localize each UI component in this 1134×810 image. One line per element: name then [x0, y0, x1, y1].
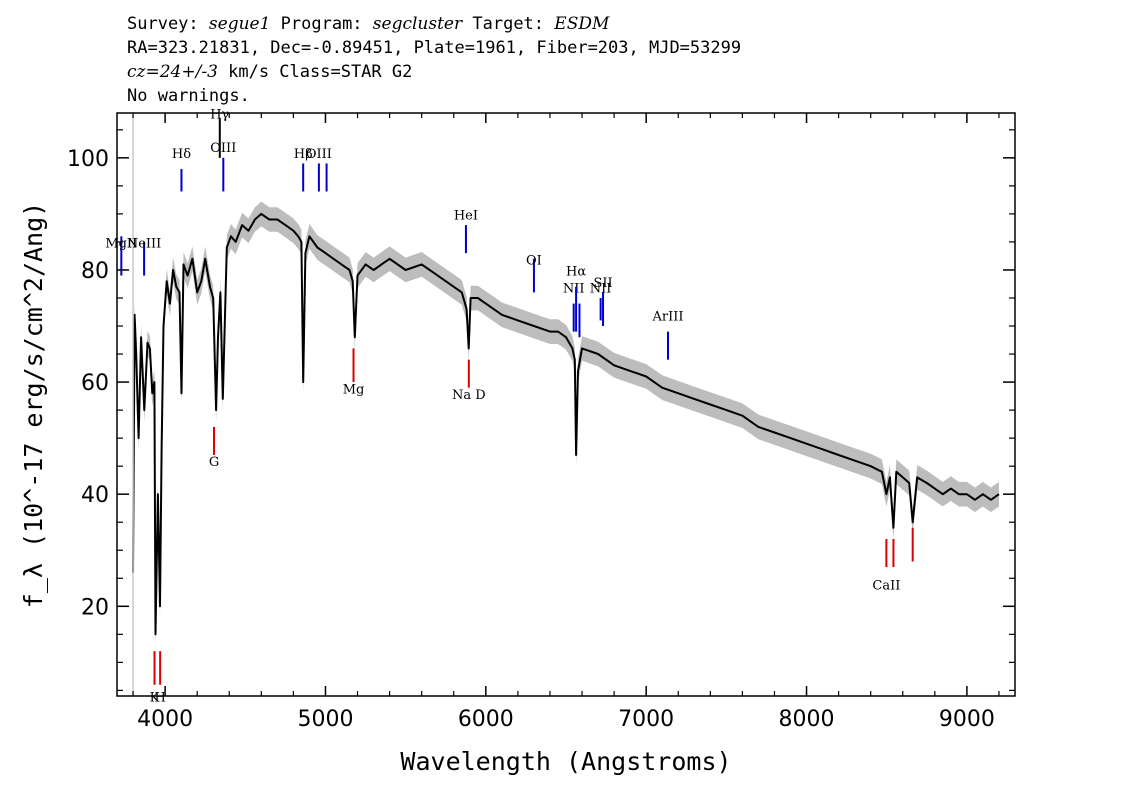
- y-tick-label-2: 60: [81, 371, 109, 396]
- spectrum-line: [132, 212, 1000, 636]
- x-tick-label-4: 8000: [779, 707, 835, 732]
- x-tick-label-2: 6000: [458, 707, 514, 732]
- line-marker-label-21: CaII: [872, 578, 900, 593]
- line-marker-label-11: Hα: [566, 265, 586, 280]
- y-tick-label-1: 40: [81, 483, 109, 508]
- x-tick-label-0: 4000: [137, 707, 193, 732]
- y-tick-label-3: 80: [81, 259, 109, 284]
- line-marker-label-15: ArIII: [651, 309, 683, 324]
- header-line-2: RA=323.21831, Dec=-0.89451, Plate=1961, …: [127, 38, 742, 58]
- x-tick-label-1: 5000: [297, 707, 353, 732]
- line-marker-label-0: MgII: [105, 237, 137, 252]
- line-marker-label-3: Hγ: [210, 108, 229, 123]
- line-marker-label-6: OIII: [306, 147, 332, 162]
- line-marker-label-19: Mg: [343, 382, 365, 397]
- line-marker-label-5: Hβ: [294, 147, 313, 162]
- line-marker-label-14: SII: [593, 276, 612, 291]
- line-marker-label-10: NII: [563, 281, 585, 296]
- line-marker-label-16: K: [150, 691, 160, 706]
- line-marker-label-8: HeI: [454, 209, 478, 224]
- class-info: km/s Class=STAR G2: [217, 62, 413, 82]
- x-axis-title: Wavelength (Angstroms): [400, 747, 731, 776]
- target-label: Target:: [472, 14, 545, 34]
- target-value: ESDM: [554, 14, 610, 34]
- program-value: segcluster: [372, 14, 463, 34]
- line-marker-label-9: OI: [526, 253, 542, 268]
- survey-label: Survey:: [127, 14, 199, 34]
- spectrum-layer: [132, 115, 1000, 696]
- redshift-value: cz=24+/-3: [127, 62, 218, 82]
- x-tick-label-3: 7000: [618, 707, 674, 732]
- plot-frame: [116, 112, 1016, 697]
- line-marker-label-1: NeIII: [127, 237, 161, 252]
- header-line-3: cz=24+/-3 km/s Class=STAR G2: [127, 62, 412, 82]
- survey-value: segue1: [208, 14, 271, 34]
- program-label: Program:: [280, 14, 363, 34]
- tick-layer: 4000 5000 6000 7000 8000 9000 20 40 60 80 100: [67, 113, 1015, 732]
- line-marker-label-17: H: [154, 691, 165, 706]
- line-marker-label-13: NII: [590, 281, 612, 296]
- line-marker-label-20: Na D: [452, 388, 486, 403]
- y-tick-label-4: 100: [67, 147, 109, 172]
- header-line-1: Survey: segue1 Program: segcluster Targe…: [127, 14, 609, 34]
- y-axis-title: f_λ (10^-17 erg/s/cm^2/Ang): [19, 202, 48, 608]
- line-marker-label-4: OIII: [210, 141, 236, 156]
- line-marker-label-18: G: [209, 455, 219, 470]
- line-marker-label-2: Hδ: [172, 147, 191, 162]
- y-tick-label-0: 20: [81, 595, 109, 620]
- header-line-4: No warnings.: [127, 86, 250, 106]
- x-tick-label-5: 9000: [939, 707, 995, 732]
